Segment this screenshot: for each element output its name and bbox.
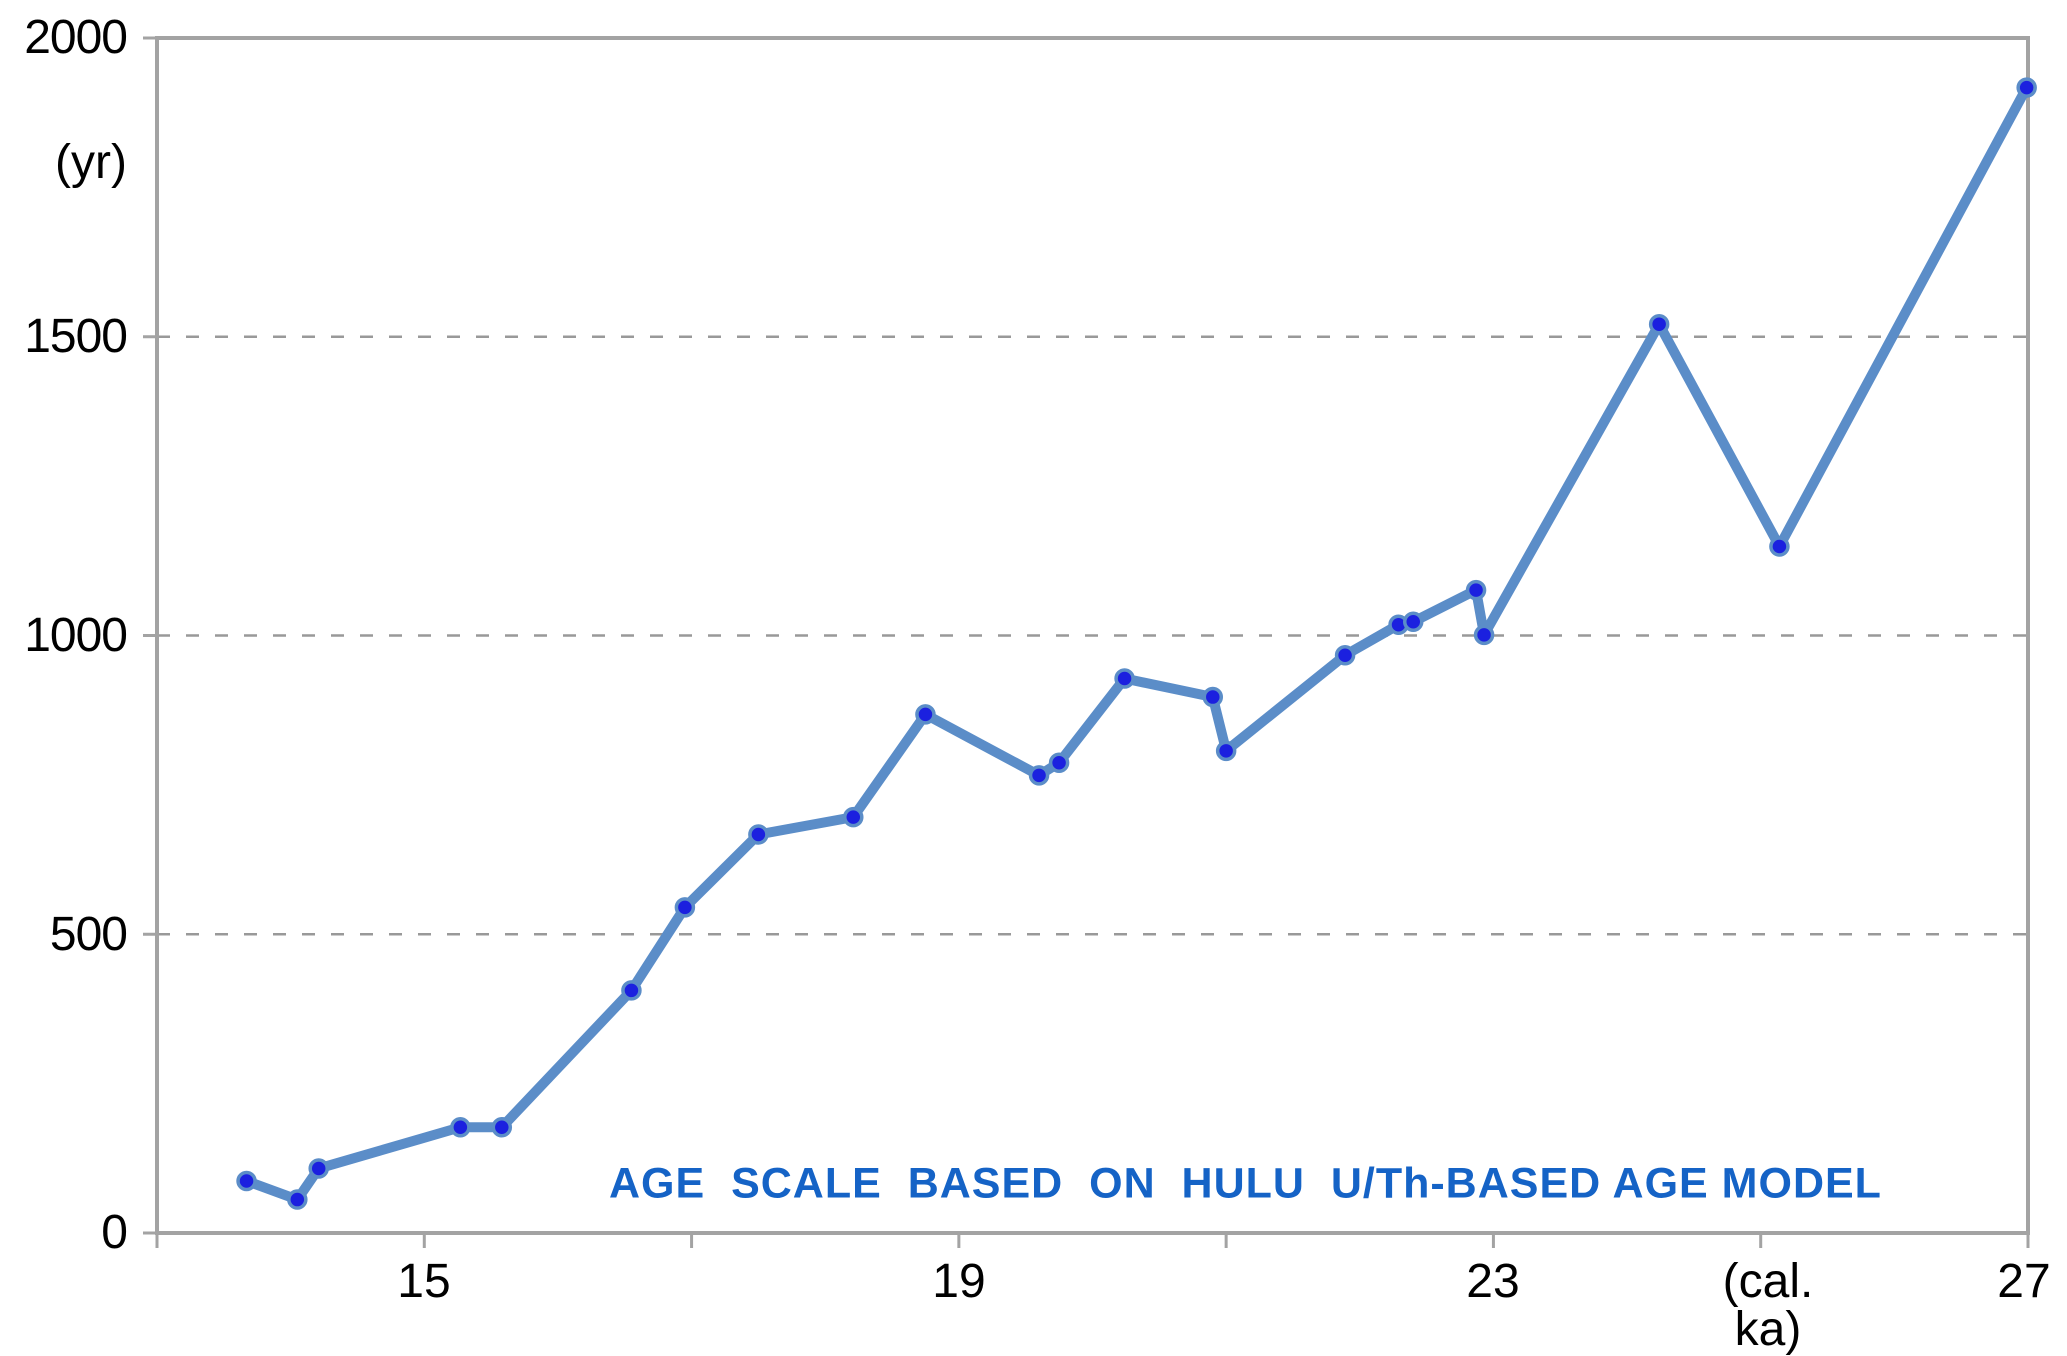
data-point xyxy=(287,1189,308,1210)
y-tick-label-1500: 1500 xyxy=(24,310,128,363)
data-point xyxy=(1334,644,1356,666)
y-axis-unit-label: (yr) xyxy=(55,136,127,189)
plot-frame xyxy=(155,36,2030,1235)
y-tick-label-2000: 2000 xyxy=(24,11,128,64)
y-tick-label-0: 0 xyxy=(101,1206,128,1259)
data-point xyxy=(491,1116,513,1138)
data-point xyxy=(1402,611,1424,633)
data-line xyxy=(241,82,2032,1205)
data-point xyxy=(1769,536,1790,557)
x-axis-unit-label: (cal. ka) xyxy=(1722,1255,1814,1356)
data-point xyxy=(1048,752,1070,774)
data-point xyxy=(450,1116,471,1138)
data-point xyxy=(843,806,864,828)
data-point xyxy=(308,1158,329,1179)
x-tick-label-27: 27 xyxy=(1997,1255,2051,1308)
x-tick-label-23: 23 xyxy=(1466,1255,1520,1308)
y-tick-label-1000: 1000 xyxy=(24,609,128,662)
data-point xyxy=(1465,579,1487,601)
data-point xyxy=(915,704,936,725)
annotation-text: AGE SCALE BASED ON HULU U/Th-BASED AGE M… xyxy=(609,1159,1882,1208)
data-point xyxy=(1114,668,1135,689)
data-point xyxy=(1202,686,1224,708)
data-point xyxy=(674,897,696,918)
data-point xyxy=(236,1170,257,1192)
data-point xyxy=(748,824,769,845)
data-point xyxy=(1028,765,1050,786)
data-point xyxy=(1648,313,1670,335)
data-point xyxy=(2016,77,2037,98)
y-tick-label-500: 500 xyxy=(49,908,128,961)
x-tick-label-15: 15 xyxy=(397,1255,451,1308)
data-point xyxy=(621,980,642,1001)
data-point xyxy=(1215,740,1237,762)
x-tick-label-19: 19 xyxy=(932,1255,986,1308)
data-point xyxy=(1473,624,1495,646)
